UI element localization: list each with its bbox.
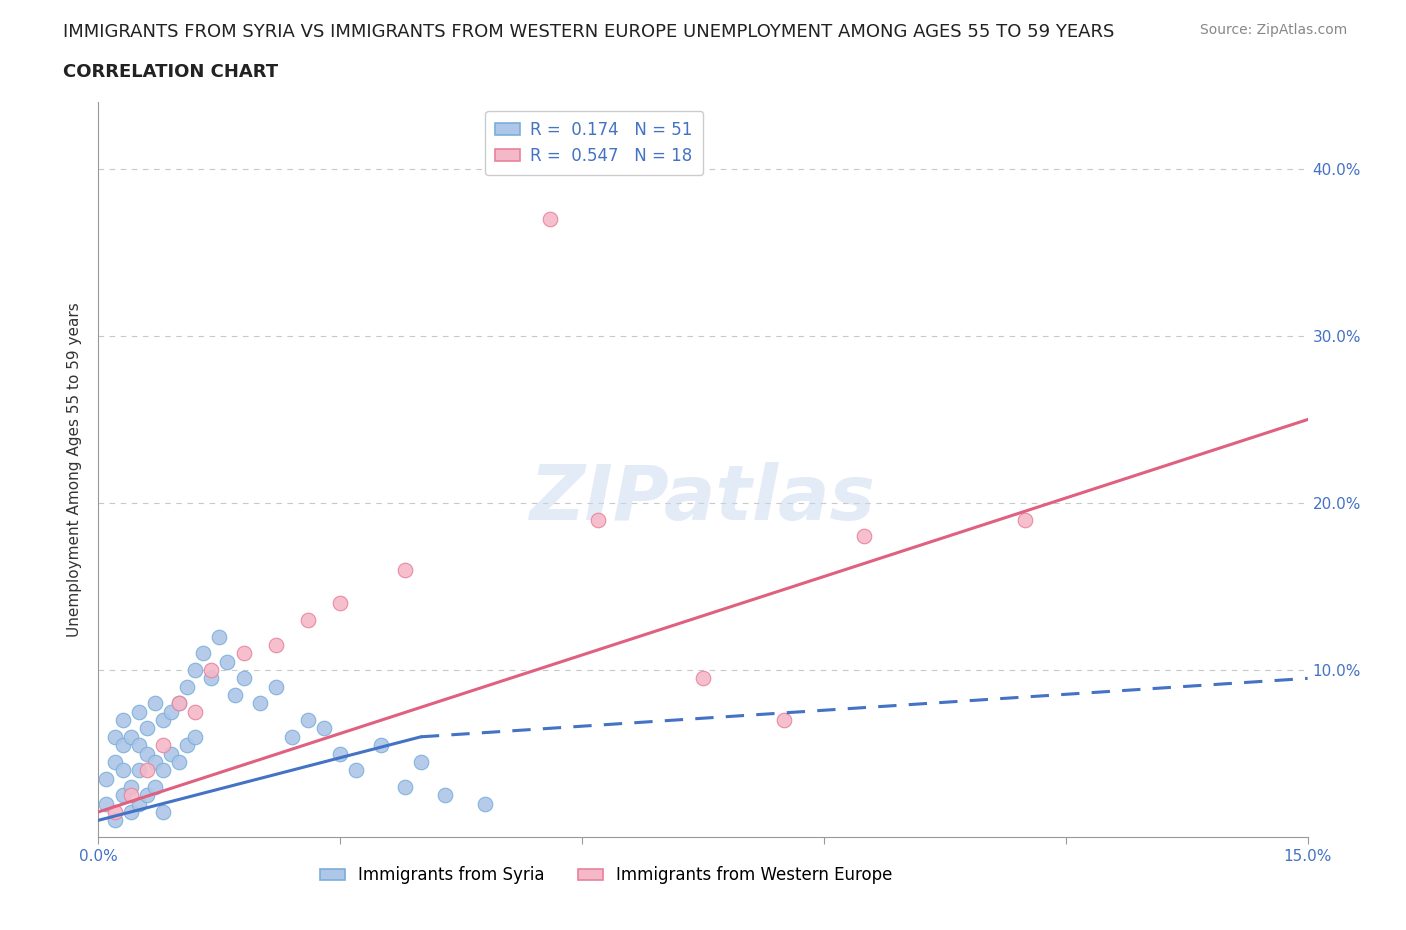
Point [370, 737, 392, 752]
Point [264, 638, 287, 653]
Point [232, 671, 254, 685]
Point [160, 704, 183, 719]
Point [143, 779, 166, 794]
Point [184, 704, 207, 719]
Point [176, 737, 198, 752]
Text: Source: ZipAtlas.com: Source: ZipAtlas.com [1199, 23, 1347, 37]
Point [143, 696, 166, 711]
Point [111, 788, 134, 803]
Point [297, 613, 319, 628]
Point [434, 788, 457, 803]
Point [143, 754, 166, 769]
Point [135, 721, 157, 736]
Text: IMMIGRANTS FROM SYRIA VS IMMIGRANTS FROM WESTERN EUROPE UNEMPLOYMENT AMONG AGES : IMMIGRANTS FROM SYRIA VS IMMIGRANTS FROM… [63, 23, 1115, 41]
Point [249, 696, 271, 711]
Point [217, 654, 239, 669]
Point [152, 737, 174, 752]
Point [314, 721, 336, 736]
Point [103, 813, 125, 828]
Point [120, 804, 142, 819]
Point [184, 729, 207, 744]
Point [103, 804, 125, 819]
Point [103, 754, 125, 769]
Point [135, 746, 157, 761]
Text: CORRELATION CHART: CORRELATION CHART [63, 63, 278, 81]
Point [176, 679, 198, 694]
Point [329, 746, 352, 761]
Point [111, 737, 134, 752]
Point [111, 763, 134, 777]
Point [329, 596, 352, 611]
Point [281, 729, 304, 744]
Point [538, 212, 561, 227]
Point [200, 662, 222, 677]
Point [297, 712, 319, 727]
Point [692, 671, 714, 685]
Point [208, 630, 231, 644]
Point [409, 754, 432, 769]
Point [135, 763, 157, 777]
Point [103, 729, 125, 744]
Point [96, 771, 118, 786]
Point [152, 712, 174, 727]
Point [167, 696, 190, 711]
Text: ZIPatlas: ZIPatlas [530, 462, 876, 536]
Point [772, 712, 794, 727]
Point [1014, 512, 1036, 527]
Y-axis label: Unemployment Among Ages 55 to 59 years: Unemployment Among Ages 55 to 59 years [67, 302, 83, 637]
Point [128, 796, 150, 811]
Point [120, 729, 142, 744]
Point [264, 679, 287, 694]
Point [193, 646, 215, 661]
Point [184, 662, 207, 677]
Point [120, 779, 142, 794]
Point [224, 687, 246, 702]
Point [167, 754, 190, 769]
Point [853, 529, 876, 544]
Point [135, 788, 157, 803]
Point [111, 712, 134, 727]
Point [200, 671, 222, 685]
Point [120, 788, 142, 803]
Point [160, 746, 183, 761]
Point [96, 796, 118, 811]
Point [394, 779, 416, 794]
Point [394, 563, 416, 578]
Point [128, 704, 150, 719]
Point [128, 763, 150, 777]
Point [167, 696, 190, 711]
Point [344, 763, 367, 777]
Point [128, 737, 150, 752]
Point [152, 804, 174, 819]
Legend: Immigrants from Syria, Immigrants from Western Europe: Immigrants from Syria, Immigrants from W… [314, 859, 900, 891]
Point [474, 796, 496, 811]
Point [152, 763, 174, 777]
Point [232, 646, 254, 661]
Point [586, 512, 609, 527]
